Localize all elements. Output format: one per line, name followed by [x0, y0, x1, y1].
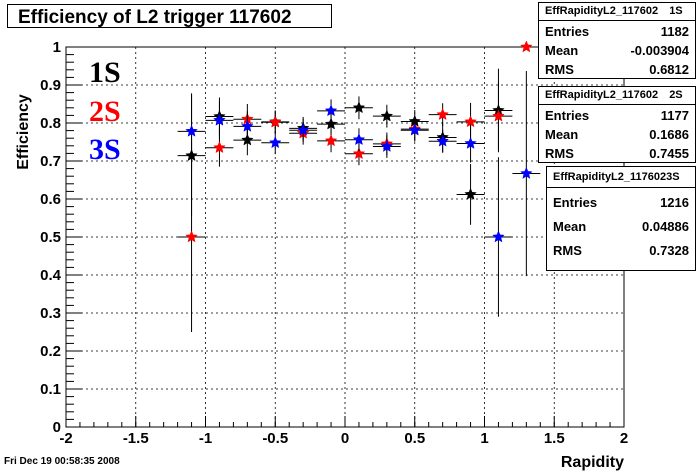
y-tick-label: 0.3 [40, 305, 61, 322]
y-tick-label: 0.6 [40, 191, 61, 208]
x-tick-label: -0.5 [262, 430, 288, 447]
x-tick-label: 1.5 [544, 430, 565, 447]
legend-2s: 2S [89, 95, 121, 128]
data-point [352, 133, 366, 146]
stats-box-2s: EffRapidityL2_117602 2S Entries 1177 Mean… [538, 86, 696, 163]
y-tick-label: 0.2 [40, 343, 61, 360]
y-tick-label: 0.4 [40, 267, 62, 284]
data-point [324, 134, 338, 147]
x-tick-label: 2 [620, 430, 628, 447]
data-point [296, 123, 310, 136]
timestamp-footer: Fri Dec 19 00:58:35 2008 [4, 456, 120, 467]
data-point [464, 136, 477, 149]
x-tick-label: 1 [480, 430, 488, 447]
stats-box-name: EffRapidityL2_117602 2S [539, 87, 695, 105]
y-tick-label: 0.1 [40, 381, 61, 398]
data-point [436, 107, 449, 121]
stats-entries-row: Entries 1177 [545, 108, 689, 123]
grid [66, 47, 624, 427]
y-tick-label: 0.7 [40, 153, 61, 170]
data-point [352, 101, 366, 114]
stats-mean-row: Mean 0.04886 [553, 219, 689, 234]
stats-box-1s: EffRapidityL2_117602 1S Entries 1182 Mean… [538, 2, 696, 79]
x-tick-label: -1 [199, 430, 212, 447]
chart-title-box: Efficiency of L2 trigger 117602 [7, 4, 332, 28]
x-axis-label: Rapidity [561, 454, 624, 471]
data-point [268, 136, 282, 149]
x-tick-label: -1.5 [123, 430, 149, 447]
legend-3s: 3S [89, 133, 121, 166]
stats-box-name: EffRapidityL2_1176023S [547, 167, 695, 188]
x-tick-label: 0 [341, 430, 349, 447]
data-point [213, 113, 226, 126]
y-tick-label: 0.9 [40, 77, 61, 94]
axes: -2 -1.5 -1 -0.5 0 0.5 1 1.5 2 0 0.1 0.2 0.3 0.4 0.5 0.6… [40, 39, 628, 447]
data-point [324, 117, 338, 130]
data-point [520, 40, 533, 53]
data-marks [177, 40, 541, 332]
data-point [380, 109, 394, 122]
stats-rms-row: RMS 0.7455 [545, 146, 689, 161]
y-tick-label: 0.5 [40, 229, 61, 246]
stats-mean-row: Mean -0.003904 [545, 43, 689, 58]
data-point [520, 166, 533, 179]
legend-1s: 1S [89, 56, 121, 89]
x-tick-label: 0.5 [404, 430, 425, 447]
chart-title: Efficiency of L2 trigger 117602 [18, 7, 292, 28]
data-point [352, 147, 366, 160]
y-tick-label: 0.8 [40, 115, 61, 132]
stats-entries-row: Entries 1216 [553, 195, 689, 210]
series-3s [177, 70, 541, 317]
stats-mean-row: Mean 0.1686 [545, 127, 689, 142]
data-point [408, 123, 422, 136]
data-point [492, 109, 505, 122]
data-point [241, 119, 254, 132]
data-point [324, 104, 338, 117]
data-point [436, 134, 449, 147]
data-point [464, 187, 477, 200]
data-point [380, 139, 394, 152]
stats-box-name: EffRapidityL2_117602 1S [539, 3, 695, 21]
data-point [213, 141, 226, 154]
y-tick-label: 0 [53, 419, 61, 436]
stats-rms-row: RMS 0.6812 [545, 62, 689, 77]
data-point [268, 115, 282, 128]
y-tick-label: 1 [53, 39, 61, 56]
data-point [185, 230, 198, 243]
stats-rms-row: RMS 0.7328 [553, 243, 689, 258]
data-point [185, 124, 198, 137]
x-tick-label: -2 [59, 430, 72, 447]
y-axis-label: Efficiency [15, 94, 32, 170]
stats-entries-row: Entries 1182 [545, 24, 689, 39]
stats-box-3s: EffRapidityL2_1176023S Entries 1216 Mean 0… [546, 166, 696, 271]
data-point [492, 230, 505, 243]
